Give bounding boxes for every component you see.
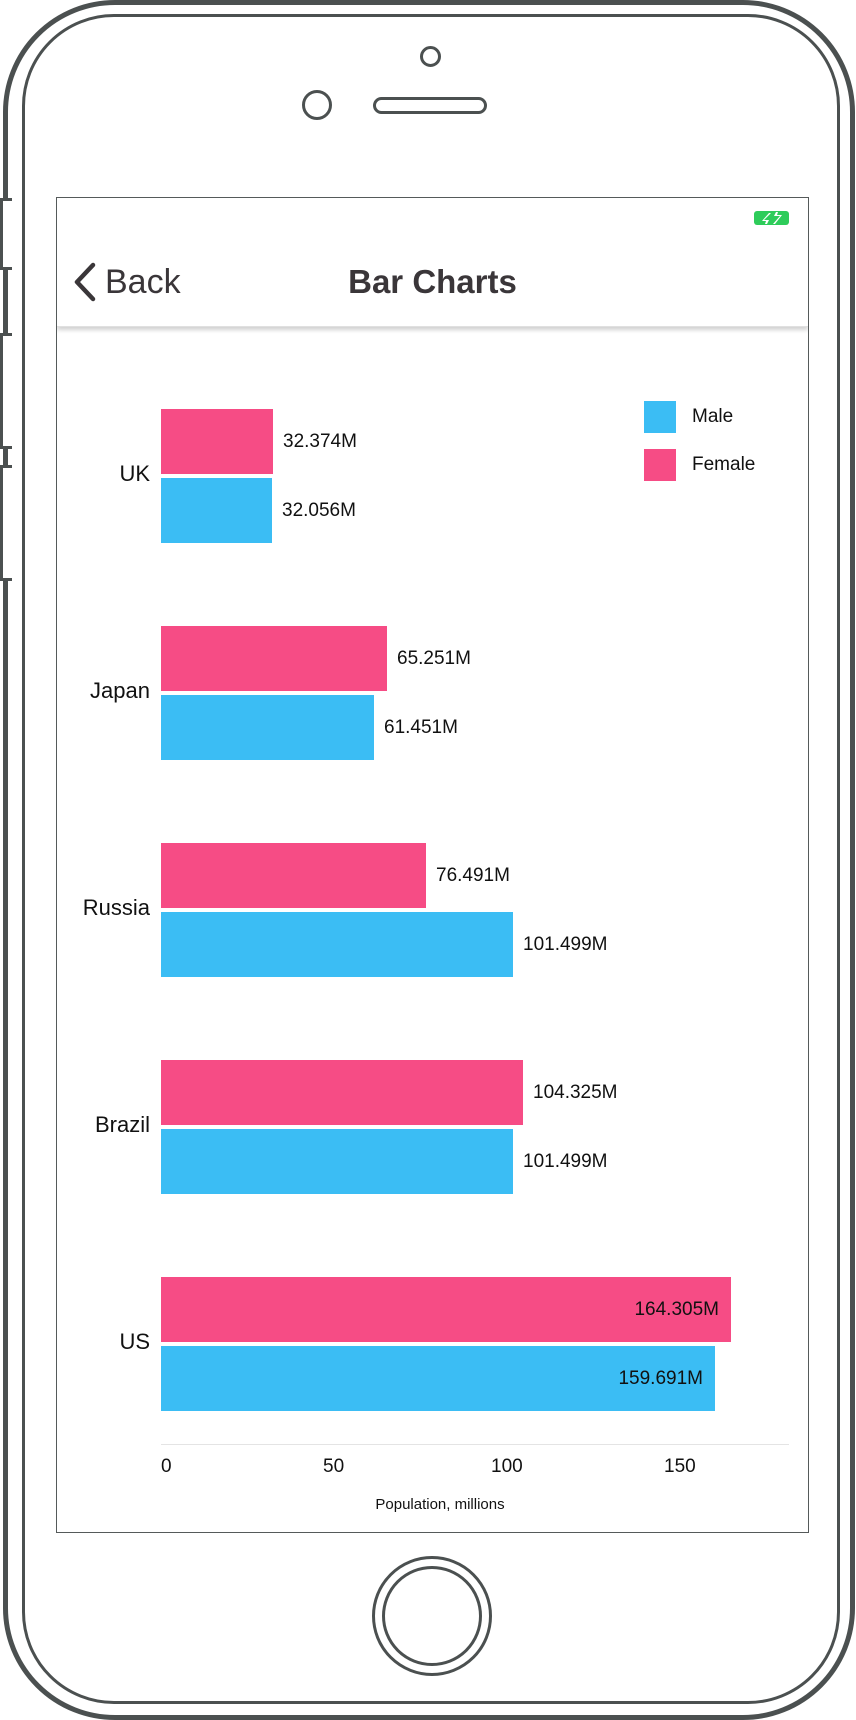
app-screen: Back Bar Charts Male Female UK 32.374M 3… bbox=[56, 197, 809, 1533]
category-label-russia: Russia bbox=[82, 895, 150, 920]
x-axis-title: Population, millions bbox=[375, 1496, 505, 1513]
value-label-uk-female: 32.374M bbox=[283, 431, 357, 452]
mute-switch bbox=[0, 198, 12, 270]
value-label-us-male: 159.691M bbox=[618, 1368, 703, 1389]
back-label: Back bbox=[105, 262, 181, 301]
phone-frame-inner bbox=[22, 14, 840, 1704]
bar-brazil-male[interactable] bbox=[161, 1129, 513, 1194]
bar-chart: Male Female UK 32.374M 32.056M Japan 65.… bbox=[57, 198, 808, 1532]
bar-us-male[interactable] bbox=[161, 1346, 715, 1411]
bar-japan-female[interactable] bbox=[161, 626, 387, 691]
bar-russia-male[interactable] bbox=[161, 912, 513, 977]
home-button[interactable] bbox=[372, 1556, 492, 1676]
value-label-us-female: 164.305M bbox=[634, 1299, 719, 1320]
category-label-brazil: Brazil bbox=[94, 1112, 150, 1137]
legend-swatch-female bbox=[644, 449, 676, 481]
legend-swatch-male bbox=[644, 401, 676, 433]
x-tick-0: 0 bbox=[161, 1456, 172, 1477]
legend-label-female: Female bbox=[692, 454, 756, 475]
bar-japan-male[interactable] bbox=[161, 695, 374, 760]
value-label-russia-female: 76.491M bbox=[436, 865, 510, 886]
bar-uk-female[interactable] bbox=[161, 409, 273, 474]
sensor-icon bbox=[420, 46, 441, 67]
navigation-bar: Back Bar Charts bbox=[57, 198, 808, 327]
bar-uk-male[interactable] bbox=[161, 478, 272, 543]
x-axis-line bbox=[161, 1444, 789, 1445]
volume-down-button bbox=[0, 465, 12, 581]
chevron-left-icon bbox=[74, 262, 96, 302]
battery-charging-icon bbox=[754, 211, 789, 225]
x-tick-100: 100 bbox=[491, 1456, 523, 1477]
value-label-russia-male: 101.499M bbox=[523, 934, 608, 955]
category-label-japan: Japan bbox=[90, 678, 150, 703]
value-label-uk-male: 32.056M bbox=[282, 500, 356, 521]
x-tick-50: 50 bbox=[323, 1456, 345, 1477]
value-label-brazil-female: 104.325M bbox=[533, 1082, 618, 1103]
volume-up-button bbox=[0, 333, 12, 449]
bar-us-female[interactable] bbox=[161, 1277, 731, 1342]
bar-brazil-female[interactable] bbox=[161, 1060, 523, 1125]
value-label-brazil-male: 101.499M bbox=[523, 1151, 608, 1172]
value-label-japan-male: 61.451M bbox=[384, 717, 458, 738]
page-title: Bar Charts bbox=[348, 263, 517, 300]
earpiece-speaker bbox=[373, 97, 487, 114]
x-tick-150: 150 bbox=[664, 1456, 696, 1477]
phone-frame-outer bbox=[3, 0, 855, 1720]
category-label-us: US bbox=[119, 1329, 150, 1354]
bar-russia-female[interactable] bbox=[161, 843, 426, 908]
front-camera-icon bbox=[302, 90, 332, 120]
legend-label-male: Male bbox=[692, 406, 734, 427]
back-button[interactable]: Back bbox=[73, 260, 181, 304]
value-label-japan-female: 65.251M bbox=[397, 648, 471, 669]
home-button-ring bbox=[382, 1566, 482, 1666]
category-label-uk: UK bbox=[119, 461, 150, 486]
